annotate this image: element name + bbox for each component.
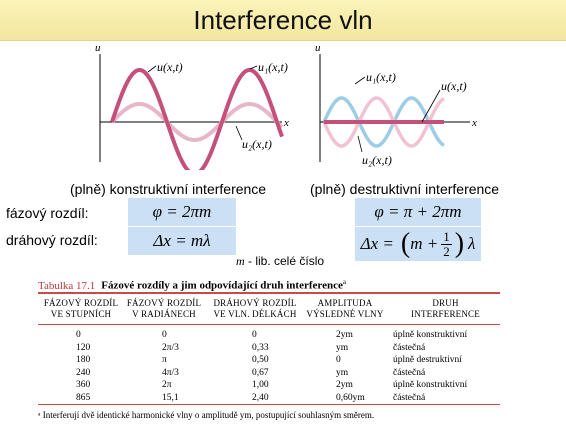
wave-u2 <box>322 96 445 148</box>
sum-label: u(x,t) <box>157 60 183 74</box>
table-cell: 2,40 <box>252 392 269 403</box>
axis-u-label: u <box>315 44 321 54</box>
axis-x-label: x <box>471 117 477 129</box>
table-cell: 0 <box>76 330 81 340</box>
u2-label: u₂(x,t) <box>362 153 392 167</box>
table-cell: 4π/3 <box>162 367 179 378</box>
table-cell: 0 <box>162 330 167 340</box>
table-cell: 2ym <box>336 330 353 340</box>
table-cell: 0 <box>336 355 341 365</box>
table-cell: úplně konstruktivní <box>393 330 468 340</box>
phase-difference-label: fázový rozdíl: <box>6 205 89 221</box>
table-cell: 15,1 <box>162 392 179 403</box>
table-cell: částečná <box>393 367 426 378</box>
table-header-cell: FÁZOVÝ ROZDÍL V RADIÁNECH <box>126 298 202 319</box>
constructive-caption: (plně) konstruktivní interference <box>70 181 267 197</box>
table-cell: ym <box>336 367 349 378</box>
path-constructive-formula: Δx = mλ <box>153 231 211 250</box>
m-note: m - lib. celé číslo <box>236 254 325 268</box>
table-cell: 0,50 <box>252 355 269 365</box>
table-cell: 360 <box>76 380 91 390</box>
slide-title: Interference vln <box>0 0 566 41</box>
table-cell: 0,67 <box>252 367 269 378</box>
table-top-rule <box>38 292 500 294</box>
table-cell: 0,33 <box>252 342 269 353</box>
path-destructive-prefix: Δx = <box>360 234 394 253</box>
phase-constructive-formula: φ = 2πm <box>152 202 212 221</box>
path-difference-label: dráhový rozdíl: <box>6 232 98 248</box>
axis-x-label: x <box>283 117 289 129</box>
table-header-rule <box>38 324 500 325</box>
path-destructive-lambda: λ <box>468 234 476 253</box>
table-header-cell: DRUH INTERFERENCE <box>411 298 480 319</box>
path-destructive-box: Δx = ( m + 1 2 ) λ <box>355 227 481 261</box>
table-cell: 2ym <box>336 380 353 390</box>
path-constructive-box: Δx = mλ <box>128 227 236 255</box>
u1-label: u₁(x,t) <box>258 60 288 74</box>
phase-destructive-formula: φ = π + 2πm <box>374 202 462 221</box>
u2-label: u₂(x,t) <box>242 137 272 151</box>
destructive-caption: (plně) destruktivní interference <box>310 181 500 197</box>
table-cell: 180 <box>76 355 91 365</box>
one-half-fraction: 1 2 <box>441 228 452 259</box>
table-footnote: ᵃ Interferují dvě identické harmonické v… <box>38 410 375 420</box>
table-cell: 240 <box>76 367 91 378</box>
u1-label: u₁(x,t) <box>366 70 396 84</box>
table-cell: částečná <box>393 342 426 353</box>
table-cell: 865 <box>76 392 91 403</box>
table-cell: úplně konstruktivní <box>393 380 468 390</box>
wave-sum <box>110 68 284 170</box>
axis-u-label: u <box>95 44 101 54</box>
constructive-graph: u x u(x,t) u₁(x,t) u₂(x,t) <box>95 44 289 170</box>
phase-constructive-box: φ = 2πm <box>128 198 236 226</box>
table-cell: 1,00 <box>252 380 269 390</box>
table-bottom-rule <box>38 404 500 405</box>
table-cell: 2π <box>162 380 172 390</box>
table-cell: 0 <box>252 330 257 340</box>
wave-u1 <box>110 102 284 142</box>
phase-destructive-box: φ = π + 2πm <box>355 198 481 226</box>
table-cell: úplně destruktivní <box>393 355 462 365</box>
table-cell: π <box>162 355 167 365</box>
table-header-cell: AMPLITUDA VÝSLEDNÉ VLNY <box>306 298 384 319</box>
table-cell: částečná <box>393 392 426 403</box>
table-cell: 2π/3 <box>162 342 179 353</box>
sum-label: u(x,t) <box>441 79 467 93</box>
wave-u1 <box>322 96 445 148</box>
table-cell: ym <box>336 342 349 353</box>
table-header-cell: DRÁHOVÝ ROZDÍL VE VLN. DÉLKÁCH <box>213 298 297 319</box>
table-title: Tabulka 17.1 Fázové rozdíly a jim odpovíd… <box>38 278 346 292</box>
destructive-graph: u x u₁(x,t) u(x,t) u₂(x,t) <box>315 44 477 167</box>
path-destructive-m: m + <box>410 234 439 253</box>
table-cell: 0,60ym <box>336 392 365 403</box>
table-cell: 120 <box>76 342 91 353</box>
table-header-cell: FÁZOVÝ ROZDÍL VE STUPNÍCH <box>43 298 119 319</box>
